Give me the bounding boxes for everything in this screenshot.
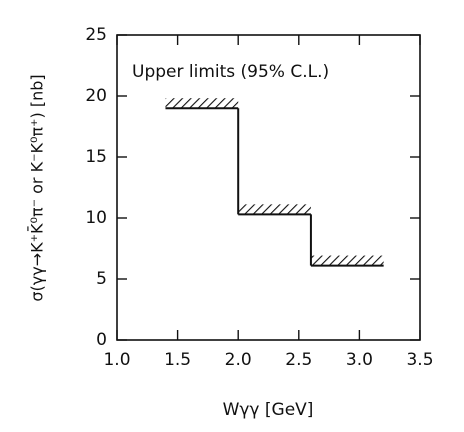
- hatch-band: [310, 255, 384, 266]
- y-tick-label: 10: [85, 208, 107, 228]
- y-tick-label: 15: [85, 147, 107, 167]
- y-axis-label: σ(γγ→K⁺K̄⁰π⁻ or K⁻K⁰π⁺) [nb]: [28, 74, 47, 301]
- x-tick-label: 2.0: [225, 350, 252, 370]
- x-tick-label: 3.5: [406, 350, 433, 370]
- y-tick-label: 5: [96, 269, 107, 289]
- x-tick-label: 2.5: [285, 350, 312, 370]
- hatch-band: [165, 98, 239, 109]
- x-tick-label: 1.5: [164, 350, 191, 370]
- hatch-band: [238, 204, 311, 215]
- x-axis-label: Wγγ [GeV]: [223, 400, 314, 420]
- plot-frame: [116, 34, 421, 341]
- y-tick-label: 20: [85, 86, 107, 106]
- x-tick-label: 1.0: [103, 350, 130, 370]
- y-tick-label: 25: [85, 25, 107, 45]
- y-tick-label: 0: [96, 330, 107, 350]
- x-tick-label: 3.0: [346, 350, 373, 370]
- annotation: Upper limits (95% C.L.): [132, 62, 329, 82]
